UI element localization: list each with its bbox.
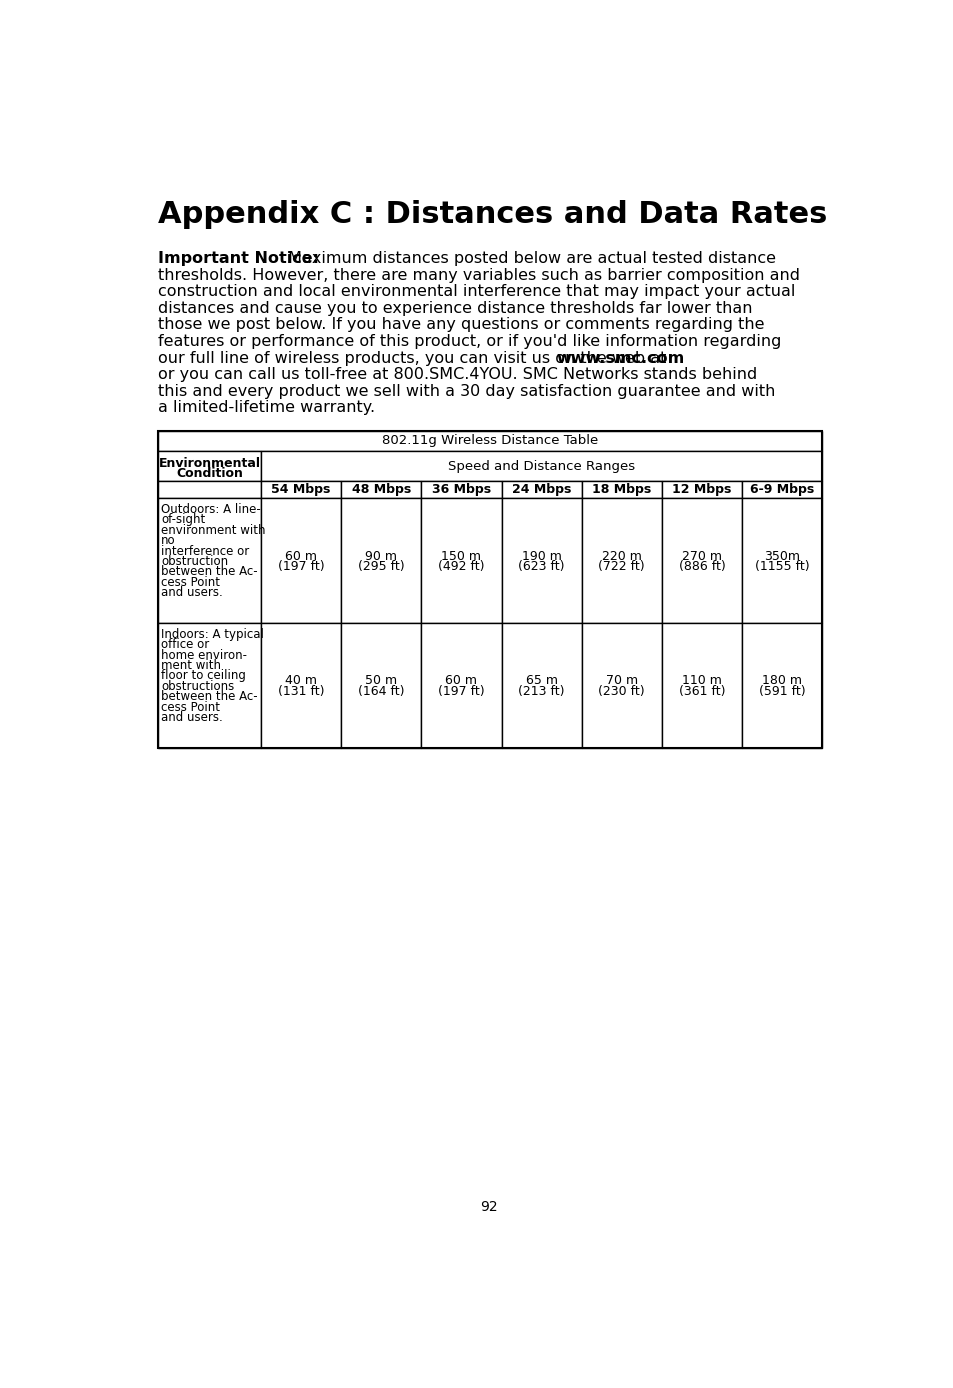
Text: those we post below. If you have any questions or comments regarding the: those we post below. If you have any que… xyxy=(158,318,763,333)
Text: 40 m: 40 m xyxy=(285,675,316,687)
Text: Condition: Condition xyxy=(176,466,243,479)
Bar xyxy=(501,498,581,623)
Text: Outdoors: A line-: Outdoors: A line- xyxy=(161,502,260,516)
Text: and users.: and users. xyxy=(161,711,223,725)
Bar xyxy=(261,623,341,748)
Text: 36 Mbps: 36 Mbps xyxy=(432,483,491,497)
Text: construction and local environmental interference that may impact your actual: construction and local environmental int… xyxy=(158,285,795,300)
Bar xyxy=(581,623,661,748)
Text: (623 ft): (623 ft) xyxy=(517,561,564,573)
Text: (886 ft): (886 ft) xyxy=(678,561,724,573)
Text: 70 m: 70 m xyxy=(605,675,638,687)
Text: 92: 92 xyxy=(479,1199,497,1213)
Bar xyxy=(741,623,821,748)
Text: thresholds. However, there are many variables such as barrier composition and: thresholds. However, there are many vari… xyxy=(158,268,800,283)
Bar xyxy=(661,482,741,498)
Bar xyxy=(741,482,821,498)
Bar xyxy=(741,498,821,623)
Text: Important Notice:: Important Notice: xyxy=(158,251,318,266)
Text: 90 m: 90 m xyxy=(365,550,396,562)
Text: 12 Mbps: 12 Mbps xyxy=(672,483,731,497)
Bar xyxy=(341,482,421,498)
Bar xyxy=(158,451,261,482)
Text: 48 Mbps: 48 Mbps xyxy=(352,483,411,497)
Text: 802.11g Wireless Distance Table: 802.11g Wireless Distance Table xyxy=(381,434,598,447)
Text: www.smc.com: www.smc.com xyxy=(556,351,683,365)
Text: (361 ft): (361 ft) xyxy=(678,686,724,698)
Bar xyxy=(261,482,341,498)
Text: and users.: and users. xyxy=(161,586,223,600)
Bar xyxy=(158,623,261,748)
Text: 220 m: 220 m xyxy=(601,550,641,562)
Bar xyxy=(261,451,821,482)
Text: ment with: ment with xyxy=(161,659,221,672)
Bar xyxy=(158,498,261,623)
Text: (492 ft): (492 ft) xyxy=(437,561,484,573)
Text: 65 m: 65 m xyxy=(525,675,558,687)
Text: (230 ft): (230 ft) xyxy=(598,686,644,698)
Bar xyxy=(341,498,421,623)
Text: cess Point: cess Point xyxy=(161,576,220,589)
Bar xyxy=(158,430,821,748)
Text: Appendix C : Distances and Data Rates: Appendix C : Distances and Data Rates xyxy=(158,200,826,229)
Text: (131 ft): (131 ft) xyxy=(277,686,324,698)
Text: 350m: 350m xyxy=(763,550,800,562)
Text: no: no xyxy=(161,534,175,547)
Text: or you can call us toll-free at 800.SMC.4YOU. SMC Networks stands behind: or you can call us toll-free at 800.SMC.… xyxy=(158,368,757,382)
Text: 24 Mbps: 24 Mbps xyxy=(512,483,571,497)
Text: obstruction: obstruction xyxy=(161,555,228,568)
Text: (197 ft): (197 ft) xyxy=(277,561,324,573)
Text: 110 m: 110 m xyxy=(681,675,721,687)
Bar xyxy=(158,482,261,498)
Text: 60 m: 60 m xyxy=(285,550,316,562)
Text: our full line of wireless products, you can visit us on the web at: our full line of wireless products, you … xyxy=(158,351,671,365)
Text: office or: office or xyxy=(161,638,209,651)
Text: (197 ft): (197 ft) xyxy=(437,686,484,698)
Bar xyxy=(581,482,661,498)
Text: Environmental: Environmental xyxy=(158,457,260,469)
Text: 60 m: 60 m xyxy=(445,675,476,687)
Text: 180 m: 180 m xyxy=(761,675,801,687)
Text: floor to ceiling: floor to ceiling xyxy=(161,669,246,683)
Text: home environ-: home environ- xyxy=(161,648,247,662)
Text: (295 ft): (295 ft) xyxy=(357,561,404,573)
Text: a limited-lifetime warranty.: a limited-lifetime warranty. xyxy=(158,400,375,415)
Text: obstructions: obstructions xyxy=(161,680,234,693)
Text: of-sight: of-sight xyxy=(161,514,205,526)
Text: Speed and Distance Ranges: Speed and Distance Ranges xyxy=(448,459,635,472)
Text: environment with: environment with xyxy=(161,523,265,537)
Text: features or performance of this product, or if you'd like information regarding: features or performance of this product,… xyxy=(158,335,781,348)
Text: Maximum distances posted below are actual tested distance: Maximum distances posted below are actua… xyxy=(282,251,775,266)
Bar xyxy=(341,623,421,748)
Text: (591 ft): (591 ft) xyxy=(758,686,804,698)
Bar xyxy=(661,498,741,623)
Text: 18 Mbps: 18 Mbps xyxy=(592,483,651,497)
Text: this and every product we sell with a 30 day satisfaction guarantee and with: this and every product we sell with a 30… xyxy=(158,383,775,398)
Text: interference or: interference or xyxy=(161,544,249,558)
Bar xyxy=(421,623,501,748)
Text: between the Ac-: between the Ac- xyxy=(161,690,257,704)
Text: (164 ft): (164 ft) xyxy=(357,686,404,698)
Text: 190 m: 190 m xyxy=(521,550,561,562)
Text: distances and cause you to experience distance thresholds far lower than: distances and cause you to experience di… xyxy=(158,301,752,316)
Text: 50 m: 50 m xyxy=(365,675,397,687)
Bar xyxy=(421,498,501,623)
Bar xyxy=(501,482,581,498)
Text: (722 ft): (722 ft) xyxy=(598,561,644,573)
Text: cess Point: cess Point xyxy=(161,701,220,713)
Bar xyxy=(661,623,741,748)
Bar xyxy=(261,498,341,623)
Text: 54 Mbps: 54 Mbps xyxy=(272,483,331,497)
Text: 270 m: 270 m xyxy=(681,550,721,562)
Text: 150 m: 150 m xyxy=(441,550,481,562)
Text: Indoors: A typical: Indoors: A typical xyxy=(161,627,264,641)
Text: (1155 ft): (1155 ft) xyxy=(754,561,808,573)
Bar xyxy=(158,430,821,451)
Bar xyxy=(421,482,501,498)
Text: 6-9 Mbps: 6-9 Mbps xyxy=(749,483,813,497)
Text: (213 ft): (213 ft) xyxy=(517,686,564,698)
Bar xyxy=(501,623,581,748)
Text: between the Ac-: between the Ac- xyxy=(161,565,257,579)
Bar xyxy=(581,498,661,623)
